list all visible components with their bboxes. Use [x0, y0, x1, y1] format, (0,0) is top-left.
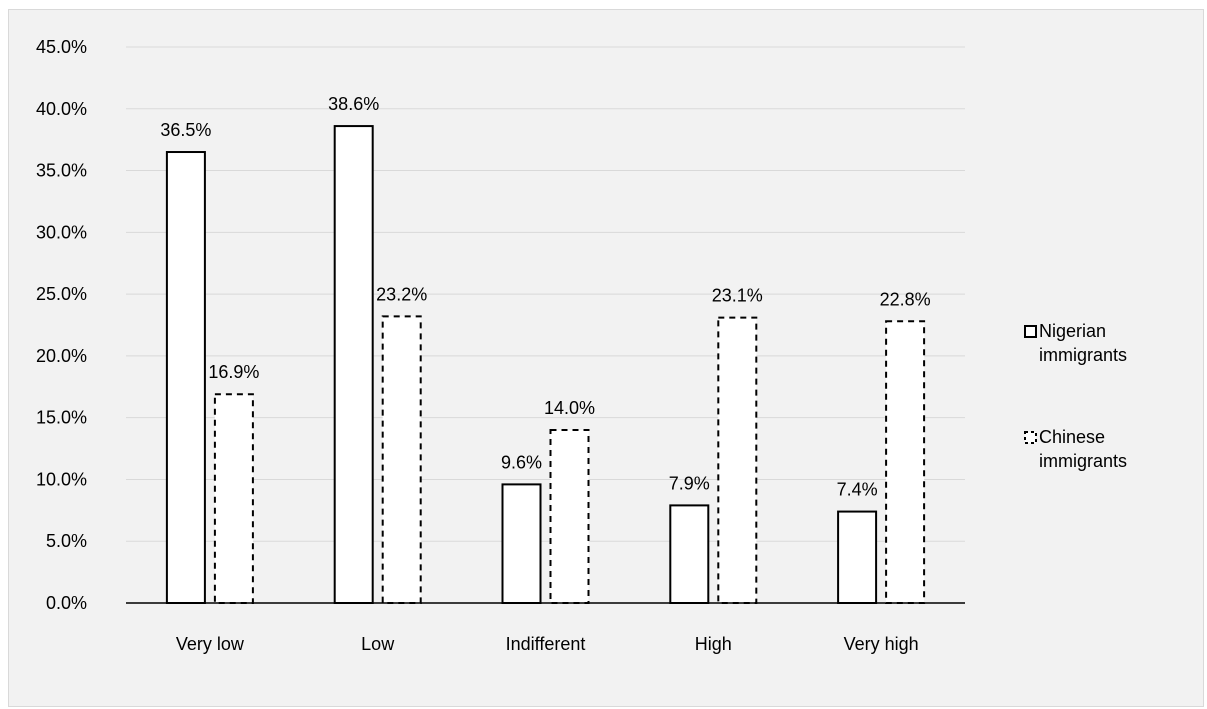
bar-chinese-3: [717, 316, 758, 604]
legend-swatch-1: [1024, 431, 1037, 444]
legend-label: Nigerian: [1039, 321, 1106, 341]
data-label: 7.4%: [837, 480, 878, 500]
x-tick-label: Indifferent: [506, 634, 586, 654]
gridlines: [126, 46, 965, 542]
y-tick-label: 5.0%: [46, 531, 87, 551]
y-tick-label: 25.0%: [36, 284, 87, 304]
y-tick-label: 0.0%: [46, 593, 87, 613]
x-tick-label: Very low: [176, 634, 245, 654]
legend-swatch-0: [1024, 325, 1037, 338]
y-axis-ticks: 0.0% 5.0% 10.0% 15.0% 20.0% 25.0% 30.0% 35.0% 40…: [36, 37, 87, 613]
bar-chart: 0.0% 5.0% 10.0% 15.0% 20.0% 25.0% 30.0% 35.0% 40…: [36, 37, 1127, 654]
bar-chinese-0: [213, 393, 254, 604]
legend-label: immigrants: [1039, 451, 1127, 471]
bar-chinese-2: [549, 429, 590, 604]
data-labels: 36.5% 16.9% 38.6% 23.2% 9.6% 14.0% 7.9% 23.1% 7.…: [160, 94, 930, 499]
y-tick-label: 35.0%: [36, 161, 87, 181]
x-tick-label: Low: [361, 634, 395, 654]
chart-area: 0.0% 5.0% 10.0% 15.0% 20.0% 25.0% 30.0% 35.0% 40…: [8, 9, 1204, 707]
bar-nigerian-4: [837, 510, 878, 604]
data-label: 9.6%: [501, 452, 542, 472]
data-label: 14.0%: [544, 398, 595, 418]
data-label: 16.9%: [208, 362, 259, 382]
y-tick-label: 10.0%: [36, 469, 87, 489]
legend-label: immigrants: [1039, 345, 1127, 365]
bar-chinese-4: [885, 320, 926, 604]
x-axis: Very low Low Indifferent High Very high: [126, 602, 965, 654]
y-tick-label: 20.0%: [36, 346, 87, 366]
x-tick-label: Very high: [844, 634, 919, 654]
data-label: 36.5%: [160, 120, 211, 140]
bars: [165, 125, 926, 604]
data-label: 7.9%: [669, 473, 710, 493]
y-tick-label: 15.0%: [36, 408, 87, 428]
bar-nigerian-3: [669, 504, 710, 604]
data-label: 38.6%: [328, 94, 379, 114]
y-tick-label: 30.0%: [36, 222, 87, 242]
data-label: 23.1%: [712, 286, 763, 306]
data-label: 23.2%: [376, 284, 427, 304]
bar-nigerian-1: [333, 125, 374, 604]
y-tick-label: 40.0%: [36, 99, 87, 119]
bar-nigerian-0: [165, 151, 206, 604]
legend: Nigerian immigrants Chinese immigrants: [1024, 321, 1127, 471]
y-tick-label: 45.0%: [36, 37, 87, 57]
bar-chinese-1: [381, 315, 422, 604]
x-tick-label: High: [695, 634, 732, 654]
legend-label: Chinese: [1039, 427, 1105, 447]
bar-nigerian-2: [501, 483, 542, 604]
data-label: 22.8%: [880, 289, 931, 309]
